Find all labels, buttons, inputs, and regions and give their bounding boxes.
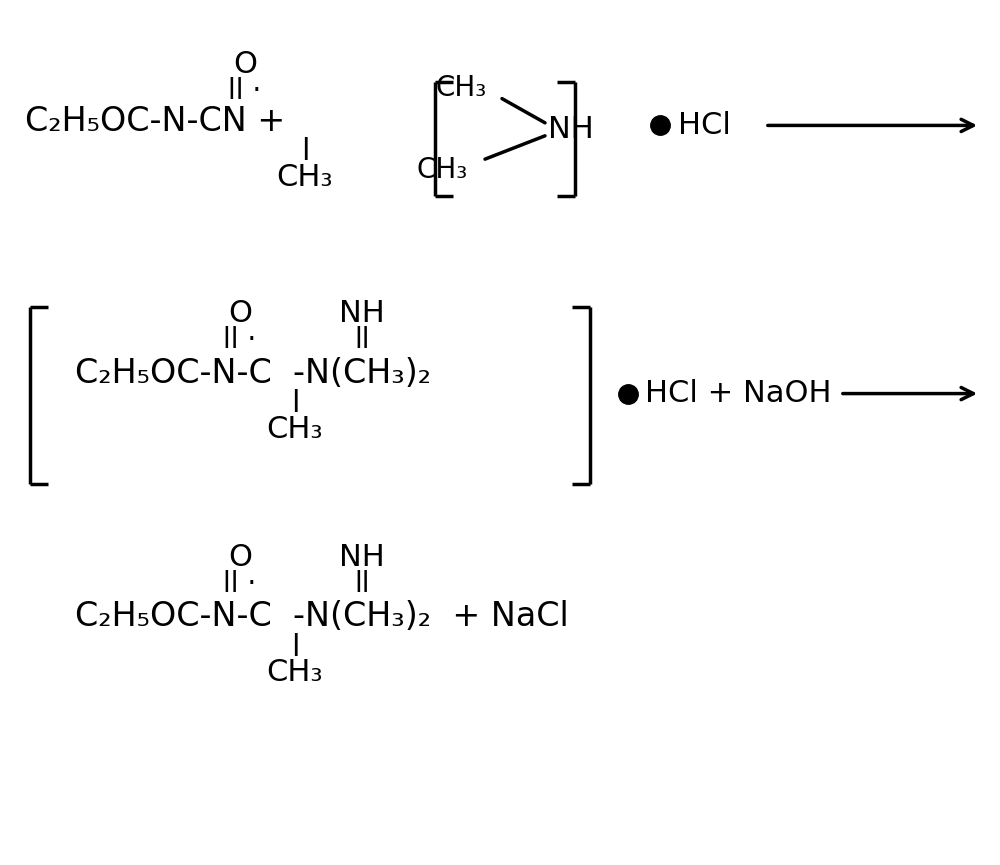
Text: NH: NH xyxy=(548,115,594,144)
Text: CH₃: CH₃ xyxy=(277,163,333,192)
Text: ll ·: ll · xyxy=(228,77,262,105)
Text: O: O xyxy=(228,543,252,573)
Text: CH₃: CH₃ xyxy=(436,74,487,102)
Text: l: l xyxy=(301,137,309,166)
Text: NH: NH xyxy=(339,299,385,329)
Text: C₂H₅OC-N-C  -N(CH₃)₂: C₂H₅OC-N-C -N(CH₃)₂ xyxy=(75,357,431,390)
Text: l: l xyxy=(291,632,299,662)
Text: CH₃: CH₃ xyxy=(417,157,468,184)
Text: ll ·: ll · xyxy=(223,570,257,598)
Text: C₂H₅OC-N-CN +: C₂H₅OC-N-CN + xyxy=(25,105,285,138)
Text: O: O xyxy=(228,299,252,329)
Text: l: l xyxy=(291,389,299,419)
Text: HCl: HCl xyxy=(678,111,731,140)
Text: ll: ll xyxy=(354,570,370,598)
Text: ll ·: ll · xyxy=(223,326,257,354)
Text: CH₃: CH₃ xyxy=(267,658,323,688)
Text: NH: NH xyxy=(339,543,385,573)
Text: ll: ll xyxy=(354,326,370,354)
Text: CH₃: CH₃ xyxy=(267,415,323,445)
Text: O: O xyxy=(233,50,257,80)
Text: HCl + NaOH: HCl + NaOH xyxy=(645,379,832,408)
Text: C₂H₅OC-N-C  -N(CH₃)₂  + NaCl: C₂H₅OC-N-C -N(CH₃)₂ + NaCl xyxy=(75,600,569,633)
